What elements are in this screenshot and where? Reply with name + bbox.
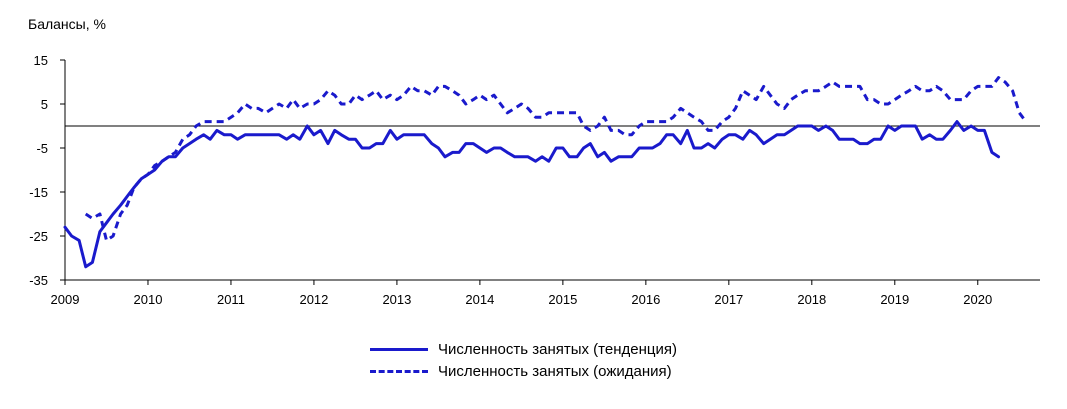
y-tick-label: 15 <box>34 53 48 68</box>
x-tick-label: 2012 <box>299 292 328 307</box>
legend-label-trend: Численность занятых (тенденция) <box>438 340 677 358</box>
x-tick-label: 2016 <box>631 292 660 307</box>
y-tick-label: -35 <box>29 273 48 288</box>
x-tick-label: 2013 <box>382 292 411 307</box>
legend: Численность занятых (тенденция) Численно… <box>370 338 677 382</box>
x-tick-label: 2009 <box>51 292 80 307</box>
legend-item-expectations: Численность занятых (ожидания) <box>370 360 677 382</box>
legend-dashed-line-swatch <box>370 369 428 373</box>
series-layer <box>63 76 1028 269</box>
x-tick-label: 2014 <box>465 292 494 307</box>
legend-label-expectations: Численность занятых (ожидания) <box>438 362 672 380</box>
series-line-trend <box>63 120 1000 269</box>
y-tick-label: 5 <box>41 97 48 112</box>
x-tick-label: 2018 <box>797 292 826 307</box>
x-tick-label: 2017 <box>714 292 743 307</box>
legend-item-trend: Численность занятых (тенденция) <box>370 338 677 360</box>
y-axis-label: Балансы, % <box>28 16 106 32</box>
x-tick-label: 2020 <box>963 292 992 307</box>
y-tick-label: -25 <box>29 229 48 244</box>
series-line-expectations <box>84 76 1028 242</box>
x-tick-label: 2010 <box>134 292 163 307</box>
x-tick-label: 2011 <box>217 292 245 307</box>
legend-solid-line-swatch <box>370 347 428 351</box>
x-tick-label: 2019 <box>880 292 909 307</box>
y-tick-label: -15 <box>29 185 48 200</box>
x-tick-label: 2015 <box>548 292 577 307</box>
y-tick-label: -5 <box>36 141 48 156</box>
